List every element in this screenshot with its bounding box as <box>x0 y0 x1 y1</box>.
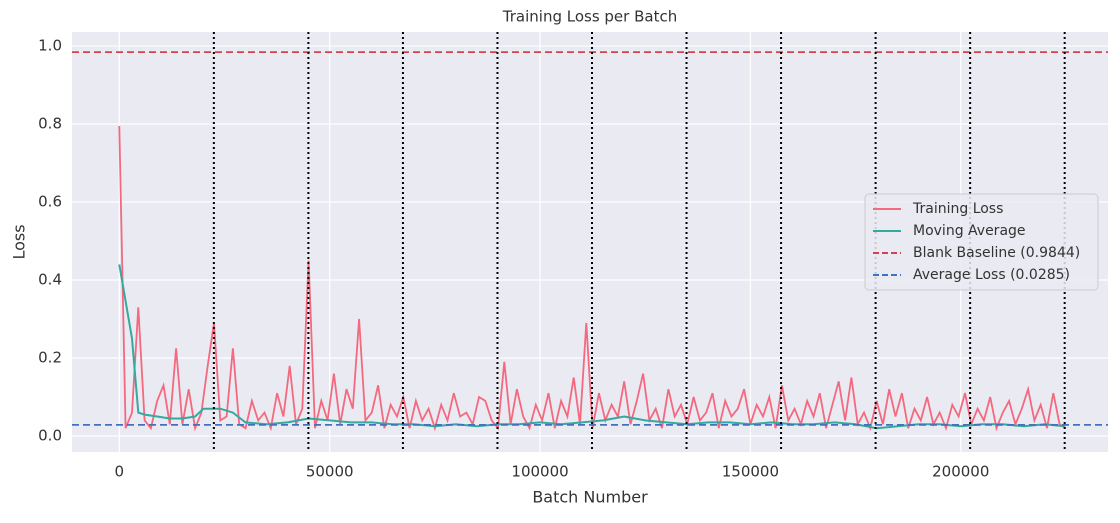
legend-label: Blank Baseline (0.9844) <box>913 245 1080 261</box>
y-axis-label: Loss <box>10 224 29 259</box>
x-tick-label: 50000 <box>306 463 354 481</box>
x-axis-label: Batch Number <box>532 488 648 507</box>
y-tick-label: 0.4 <box>38 271 62 289</box>
legend: Training Loss Moving Average Blank Baselin… <box>864 193 1099 291</box>
y-tick-label: 0.2 <box>38 349 62 367</box>
chart-title: Training Loss per Batch <box>502 8 677 26</box>
legend-label: Moving Average <box>913 223 1026 239</box>
x-tick-label: 0 <box>115 463 125 481</box>
x-tick-label: 100000 <box>511 463 568 481</box>
legend-label: Average Loss (0.0285) <box>913 267 1070 283</box>
x-tick-label: 200000 <box>932 463 989 481</box>
y-tick-label: 1.0 <box>38 37 62 55</box>
x-tick-label: 150000 <box>722 463 779 481</box>
legend-box <box>864 193 1099 291</box>
y-tick-label: 0.0 <box>38 427 62 445</box>
y-tick-label: 0.8 <box>38 115 62 133</box>
y-tick-label: 0.6 <box>38 193 62 211</box>
legend-label: Training Loss <box>912 201 1003 217</box>
series-line <box>118 264 1065 430</box>
